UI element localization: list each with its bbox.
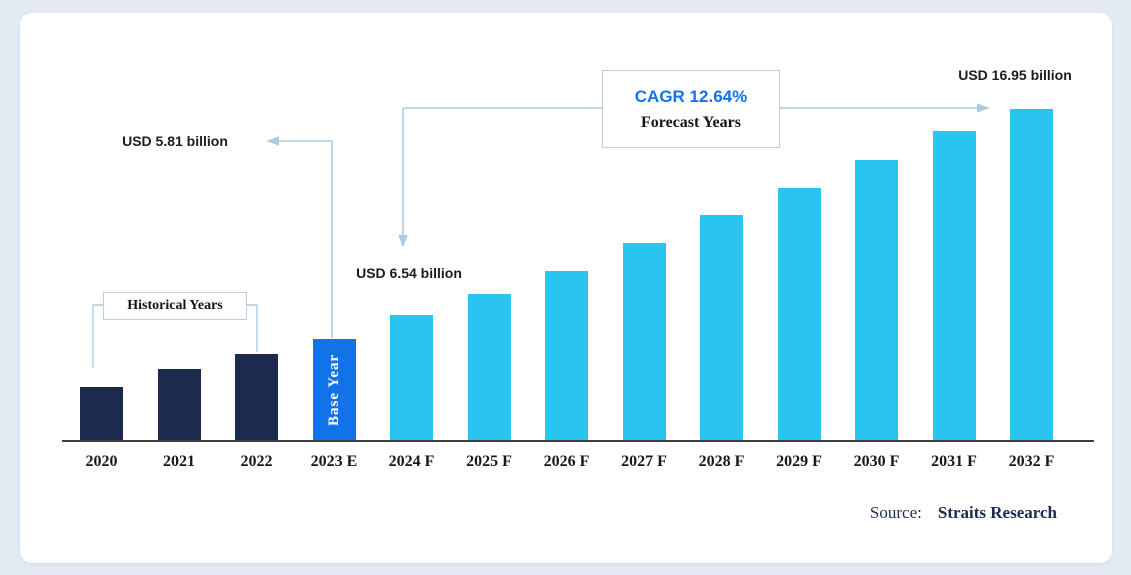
axis-label-2031-f: 2031 F [931, 453, 977, 470]
forecast-years-text: Forecast Years [641, 113, 741, 131]
axis-label-2025-f: 2025 F [466, 453, 512, 470]
cagr-callout-box: CAGR 12.64% Forecast Years [602, 70, 780, 148]
bar-2031-f [932, 131, 976, 441]
value-label-2024: USD 6.54 billion [356, 265, 462, 281]
axis-label-2026-f: 2026 F [543, 453, 590, 470]
bar-2021 [157, 369, 201, 441]
bar-2030-f [855, 160, 898, 441]
historical-years-box: Historical Years [103, 292, 247, 320]
bar-2029-f [777, 188, 821, 441]
base-year-vertical-text: Base Year [325, 353, 342, 427]
axis-label-2032-f: 2032 F [1008, 453, 1055, 470]
value-label-2032: USD 16.95 billion [958, 67, 1072, 83]
bar-2025-f [467, 294, 511, 441]
axis-label-2022: 2022 [240, 453, 273, 470]
bar-2028-f [700, 215, 743, 441]
historical-years-text: Historical Years [127, 298, 223, 313]
axis-label-2023-e: 2023 E [310, 453, 358, 470]
axis-label-2024-f: 2024 F [388, 453, 435, 470]
source-name: Straits Research [937, 503, 1057, 522]
axis-label-2021: 2021 [163, 453, 195, 470]
bar-2024-f [390, 315, 433, 441]
axis-label-2027-f: 2027 F [621, 453, 667, 470]
bar-2032-f [1010, 109, 1053, 441]
source-prefix: Source: [869, 503, 922, 522]
bar-2027-f [622, 243, 666, 441]
bar-2022 [235, 354, 278, 441]
bar-2020 [80, 387, 123, 441]
bar-2026-f [545, 271, 588, 441]
axis-label-2020: 2020 [85, 453, 118, 470]
source-attribution: Source: Straits Research [870, 503, 1057, 523]
cagr-value-text: CAGR 12.64% [634, 86, 748, 106]
value-label-2023: USD 5.81 billion [122, 133, 228, 149]
axis-label-2028-f: 2028 F [698, 453, 745, 470]
bar-2023-e: Base Year [312, 339, 356, 441]
axis-label-2029-f: 2029 F [776, 453, 822, 470]
axis-label-2030-f: 2030 F [853, 453, 900, 470]
